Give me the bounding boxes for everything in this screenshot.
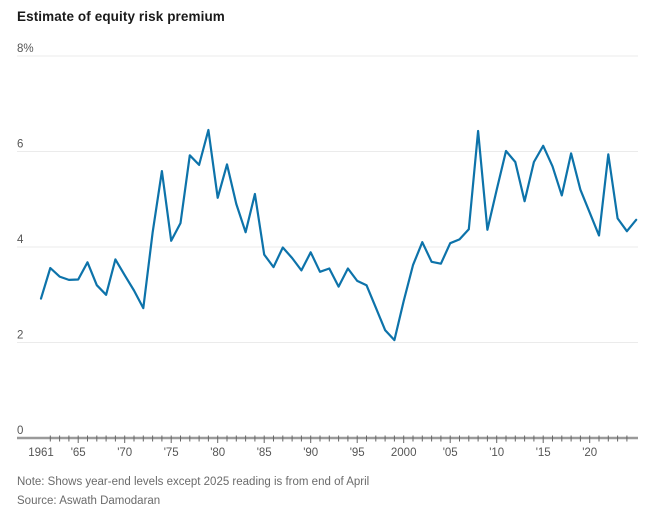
x-axis-label: '80 bbox=[210, 447, 225, 459]
y-axis-label: 6 bbox=[17, 139, 23, 151]
y-axis-label: 0 bbox=[17, 425, 23, 437]
footnotes: Note: Shows year-end levels except 2025 … bbox=[17, 473, 637, 511]
note-text: Note: Shows year-end levels except 2025 … bbox=[17, 476, 370, 488]
chart-title: Estimate of equity risk premium bbox=[17, 9, 225, 24]
x-axis-label: '75 bbox=[164, 447, 179, 459]
x-axis-label: '10 bbox=[489, 447, 504, 459]
source-text: Source: Aswath Damodaran bbox=[17, 495, 161, 507]
x-axis-label: 2000 bbox=[391, 447, 417, 459]
x-axis-label: 1961 bbox=[28, 447, 54, 459]
x-axis-label: '05 bbox=[443, 447, 458, 459]
erp-line-series bbox=[39, 128, 638, 342]
x-axis-label: '15 bbox=[536, 447, 551, 459]
x-axis-label: '70 bbox=[117, 447, 132, 459]
y-axis-label: 8% bbox=[17, 43, 34, 55]
x-axis-label: '20 bbox=[582, 447, 597, 459]
y-axis-label: 2 bbox=[17, 330, 23, 342]
y-axis-label: 4 bbox=[17, 234, 24, 246]
x-axis-label: '85 bbox=[257, 447, 272, 459]
x-axis-label: '90 bbox=[303, 447, 318, 459]
x-axis-label: '95 bbox=[350, 447, 365, 459]
x-axis-label: '65 bbox=[71, 447, 86, 459]
